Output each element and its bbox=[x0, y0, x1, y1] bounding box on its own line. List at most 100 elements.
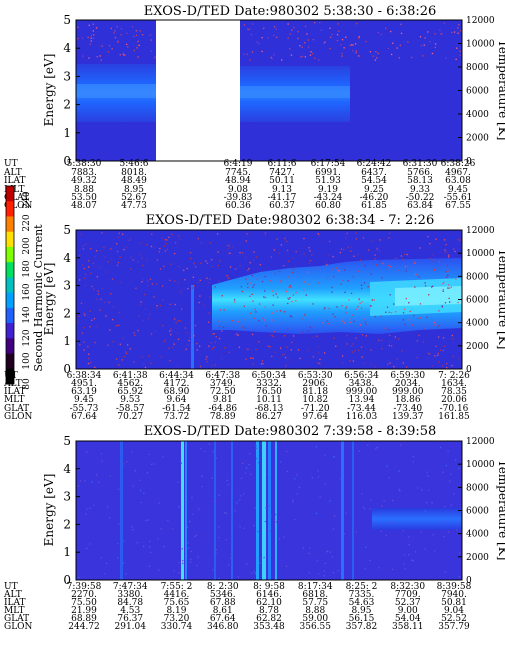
noise-dot bbox=[84, 314, 86, 316]
panel-3-row-alt-value: 6146. bbox=[256, 590, 282, 600]
panel-3-row-ut-value: 8:32:30 bbox=[390, 582, 425, 592]
noise-dot bbox=[171, 346, 174, 349]
noise-dot bbox=[225, 512, 228, 515]
noise-dot bbox=[151, 463, 153, 465]
panel-3-row-ut-value: 8:17:34 bbox=[298, 582, 333, 592]
noise-dot bbox=[392, 499, 394, 502]
noise-dot bbox=[231, 488, 233, 490]
noise-dot bbox=[255, 445, 257, 447]
noise-dot bbox=[95, 27, 98, 29]
noise-dot bbox=[312, 52, 314, 55]
noise-dot bbox=[285, 565, 288, 567]
noise-dot bbox=[358, 37, 360, 39]
panel-3-row-mlt-value: 8.19 bbox=[166, 606, 186, 616]
noise-dot bbox=[81, 37, 84, 39]
noise-dot bbox=[294, 478, 296, 480]
noise-dot bbox=[315, 267, 317, 269]
noise-dot bbox=[239, 499, 241, 501]
noise-dot bbox=[284, 335, 286, 337]
panel-1-data-gap bbox=[156, 20, 240, 161]
noise-dot bbox=[275, 513, 277, 516]
colorbar-swatch bbox=[6, 246, 14, 263]
noise-dot bbox=[253, 570, 256, 573]
noise-dot bbox=[306, 271, 309, 273]
noise-dot bbox=[451, 31, 453, 34]
panel-3-row-glon-value: 291.04 bbox=[115, 622, 147, 632]
noise-dot bbox=[119, 282, 121, 284]
noise-dot bbox=[125, 246, 127, 248]
panel-3-row-alt-value: 7940. bbox=[441, 590, 467, 600]
panel-2-row-alt-value: 4562. bbox=[117, 379, 143, 389]
noise-dot bbox=[221, 295, 223, 297]
noise-dot bbox=[114, 36, 117, 39]
noise-dot bbox=[197, 281, 200, 283]
noise-dot bbox=[115, 325, 117, 327]
panel-2-row-label-mlt: MLT bbox=[4, 395, 24, 405]
panel-2-row-glat-value: -73.40 bbox=[393, 404, 422, 414]
noise-dot bbox=[197, 307, 199, 309]
noise-dot bbox=[214, 364, 217, 366]
noise-dot bbox=[388, 237, 390, 239]
noise-dot bbox=[420, 531, 422, 533]
noise-dot bbox=[264, 290, 266, 292]
noise-dot bbox=[269, 530, 271, 532]
panel-1-row-glon-value: 61.85 bbox=[361, 201, 387, 211]
noise-dot bbox=[345, 307, 347, 310]
noise-dot bbox=[216, 233, 219, 235]
noise-dot bbox=[377, 52, 379, 54]
panel-2-row-mlt-value: 9.81 bbox=[213, 395, 233, 405]
noise-dot bbox=[408, 302, 410, 304]
noise-dot bbox=[459, 54, 461, 57]
noise-dot bbox=[148, 355, 150, 357]
panel-2-row-ilat-value: 999.00 bbox=[346, 387, 378, 397]
noise-dot bbox=[154, 247, 156, 249]
panel-1-y2tick-label: 10000 bbox=[466, 40, 495, 50]
panel-1-row-ilat-value: 54.54 bbox=[361, 176, 387, 186]
noise-dot bbox=[446, 367, 448, 369]
noise-dot bbox=[154, 330, 156, 332]
noise-dot bbox=[279, 271, 281, 273]
noise-dot bbox=[452, 355, 454, 358]
noise-dot bbox=[251, 51, 254, 53]
panel-1-row-alt-value: 8018. bbox=[121, 168, 147, 178]
noise-dot bbox=[360, 259, 362, 261]
noise-dot bbox=[256, 457, 258, 460]
noise-dot bbox=[293, 27, 295, 29]
panel-1-row-label-glat: GLAT bbox=[4, 193, 29, 203]
noise-dot bbox=[345, 237, 347, 239]
noise-dot bbox=[245, 278, 247, 280]
noise-dot bbox=[406, 265, 409, 267]
noise-dot bbox=[97, 290, 99, 292]
noise-dot bbox=[285, 356, 287, 359]
noise-dot bbox=[193, 285, 195, 287]
panel-1-row-alt-value: 7883. bbox=[71, 168, 97, 178]
colorbar: 240 220 200 180 160 140 120 100 80 Second Harmon… bbox=[5, 185, 45, 390]
noise-dot bbox=[96, 56, 98, 58]
noise-dot bbox=[400, 444, 402, 446]
noise-dot bbox=[328, 254, 330, 256]
noise-dot bbox=[112, 306, 115, 308]
noise-dot bbox=[416, 356, 418, 359]
noise-dot bbox=[257, 462, 260, 464]
panel-2-row-ut-value: 6:38:34 bbox=[67, 371, 102, 381]
noise-dot bbox=[237, 334, 239, 336]
panel-1-row-glon-value: 60.36 bbox=[225, 201, 251, 211]
noise-dot bbox=[432, 534, 434, 536]
noise-dot bbox=[117, 41, 119, 43]
noise-dot bbox=[107, 261, 109, 263]
noise-dot bbox=[239, 265, 241, 267]
noise-dot bbox=[88, 353, 90, 355]
panel-3-streak-j bbox=[341, 441, 344, 580]
noise-dot bbox=[251, 293, 253, 295]
noise-dot bbox=[121, 359, 123, 361]
panel-2-row-alt-value: 3438. bbox=[349, 379, 375, 389]
noise-dot bbox=[264, 275, 266, 278]
panel-1-row-mlt-value: 9.19 bbox=[318, 185, 338, 195]
noise-dot bbox=[448, 531, 450, 533]
panel-3-row-glon-value: 357.82 bbox=[346, 622, 378, 632]
noise-dot bbox=[280, 280, 282, 282]
noise-dot bbox=[164, 245, 166, 247]
noise-dot bbox=[206, 356, 208, 358]
noise-dot bbox=[372, 55, 374, 57]
noise-dot bbox=[402, 362, 404, 364]
